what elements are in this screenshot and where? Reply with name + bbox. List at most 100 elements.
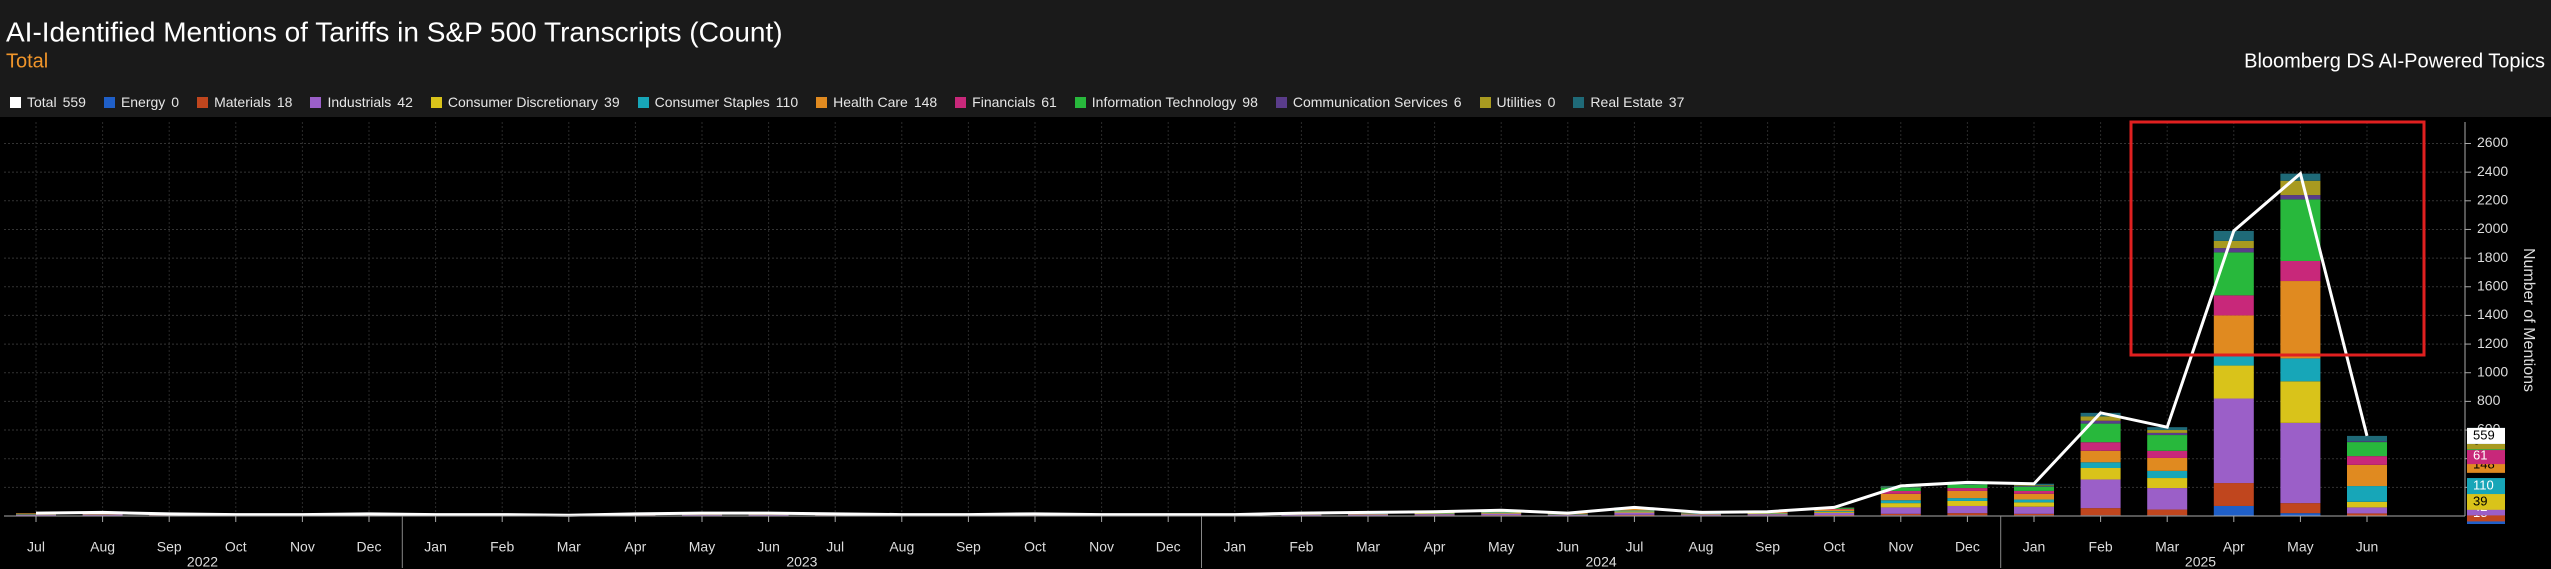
- bar-segment: [2080, 479, 2121, 509]
- y-tick-label: 2400: [2477, 163, 2508, 179]
- legend-swatch: [10, 96, 21, 108]
- y-tick-label: 1800: [2477, 249, 2508, 265]
- legend-swatch: [816, 96, 828, 108]
- bar-segment: [2014, 502, 2054, 507]
- bar-segment: [2014, 506, 2054, 514]
- bar-segment: [815, 515, 856, 516]
- bar-segment: [2280, 381, 2321, 423]
- source: Bloomberg DS AI-Powered Topics: [2244, 50, 2545, 72]
- x-tick-label: Jul: [1625, 539, 1643, 555]
- bar-segment: [1880, 500, 1921, 504]
- bar-segment: [2147, 435, 2188, 451]
- bar-segment: [1814, 514, 1855, 516]
- axes: 2004006008001000120014001600180020002200…: [4, 122, 2508, 569]
- bar-segment: [1015, 515, 1055, 516]
- bar-segment: [1414, 513, 1455, 515]
- legend-item: Consumer Discretionary 39: [430, 94, 620, 110]
- legend-item: Utilities 0: [1479, 94, 1555, 110]
- legend-item: Financials 61: [955, 94, 1057, 110]
- bar-segment: [2213, 354, 2254, 366]
- legend-item: Information Technology 98: [1074, 94, 1258, 110]
- bar-segment: [2347, 507, 2387, 514]
- x-tick-label: Mar: [1356, 539, 1380, 555]
- bar-segment: [2014, 486, 2054, 491]
- bar-segment: [2280, 260, 2321, 282]
- bar-segment: [2280, 422, 2321, 504]
- bar-segment: [2280, 513, 2321, 516]
- bar-segment: [1814, 510, 1855, 512]
- y-tick-label: 2000: [2477, 220, 2508, 236]
- bar-segment: [2080, 420, 2121, 424]
- bar-segment: [1880, 487, 1921, 491]
- bar-segment: [2213, 483, 2254, 506]
- bar-segment: [2080, 450, 2121, 463]
- bar-segment: [1814, 511, 1855, 513]
- bar-segment: [2347, 456, 2387, 465]
- bar-segment: [1880, 513, 1921, 516]
- bar-segment: [2213, 248, 2254, 253]
- x-year-label: 2022: [187, 554, 218, 569]
- legend-label: Consumer Staples: [654, 94, 770, 110]
- bar-segment: [16, 513, 56, 514]
- bar-segment: [1947, 483, 1988, 485]
- x-tick-label: Jan: [1224, 539, 1247, 555]
- bar-segment: [2147, 457, 2188, 471]
- bar-segment: [1880, 490, 1921, 494]
- bar-segment: [1947, 488, 1988, 491]
- x-year-label: 2025: [2185, 554, 2216, 569]
- legend-swatch: [197, 96, 209, 108]
- bar-segment: [2147, 488, 2188, 510]
- bar-segment: [1747, 513, 1788, 515]
- bar-segment: [1814, 512, 1855, 515]
- bar-segment: [1747, 514, 1788, 516]
- bar-segment: [1880, 493, 1921, 501]
- legend-value: 37: [1668, 94, 1685, 110]
- x-tick-label: Jun: [757, 539, 780, 555]
- x-tick-label: Dec: [1955, 539, 1980, 555]
- bar-segment: [1614, 514, 1655, 516]
- legend-item: Communication Services 6: [1275, 94, 1462, 110]
- legend-item: Total 559: [10, 94, 86, 110]
- y-tick-label: 1000: [2477, 363, 2508, 379]
- bar-segment: [2280, 180, 2321, 196]
- bar-segment: [2080, 468, 2121, 480]
- bar-segment: [16, 514, 56, 516]
- bar-segment: [1880, 507, 1921, 514]
- bar-segment: [2014, 499, 2054, 503]
- chart-title: AI-Identified Mentions of Tariffs in S&P…: [6, 16, 783, 47]
- bar-segment: [2147, 450, 2188, 458]
- bar-segment: [1947, 498, 1988, 501]
- legend-value: 559: [62, 94, 86, 110]
- y-tick-label: 1200: [2477, 335, 2508, 351]
- bar-segment: [2280, 195, 2321, 200]
- bar-segment: [349, 515, 389, 516]
- bar-segment: [682, 514, 722, 516]
- last-value-box: [2467, 448, 2505, 465]
- bar-segment: [615, 515, 656, 516]
- x-tick-label: May: [2287, 539, 2313, 555]
- bar-segment: [2080, 508, 2121, 516]
- x-tick-label: Dec: [357, 539, 382, 555]
- bar-segment: [2213, 315, 2254, 355]
- legend: Total 559 Energy 0 Materials 18 Industrials 42 C…: [10, 94, 1684, 110]
- lines: [35, 170, 2369, 517]
- legend-value: 61: [1041, 94, 1057, 110]
- legend-value: 18: [276, 94, 293, 110]
- bar-segment: [1947, 505, 1988, 514]
- legend-item: Energy 0: [103, 94, 179, 110]
- last-value-label: 39: [2473, 493, 2487, 508]
- legend-label: Communication Services: [1292, 94, 1448, 110]
- x-tick-label: May: [1488, 539, 1514, 555]
- bar-segment: [2280, 358, 2321, 382]
- x-tick-label: Jan: [424, 539, 447, 555]
- bar-segment: [1547, 514, 1588, 516]
- bar-segment: [2147, 430, 2188, 433]
- legend-label: Total: [27, 94, 57, 110]
- bar-segment: [1481, 513, 1522, 516]
- bar-segment: [1481, 511, 1522, 513]
- bar-segment: [2347, 486, 2387, 502]
- x-tick-label: Jul: [27, 539, 45, 555]
- x-tick-label: Feb: [1289, 539, 1313, 555]
- y-tick-label: 2200: [2477, 192, 2508, 208]
